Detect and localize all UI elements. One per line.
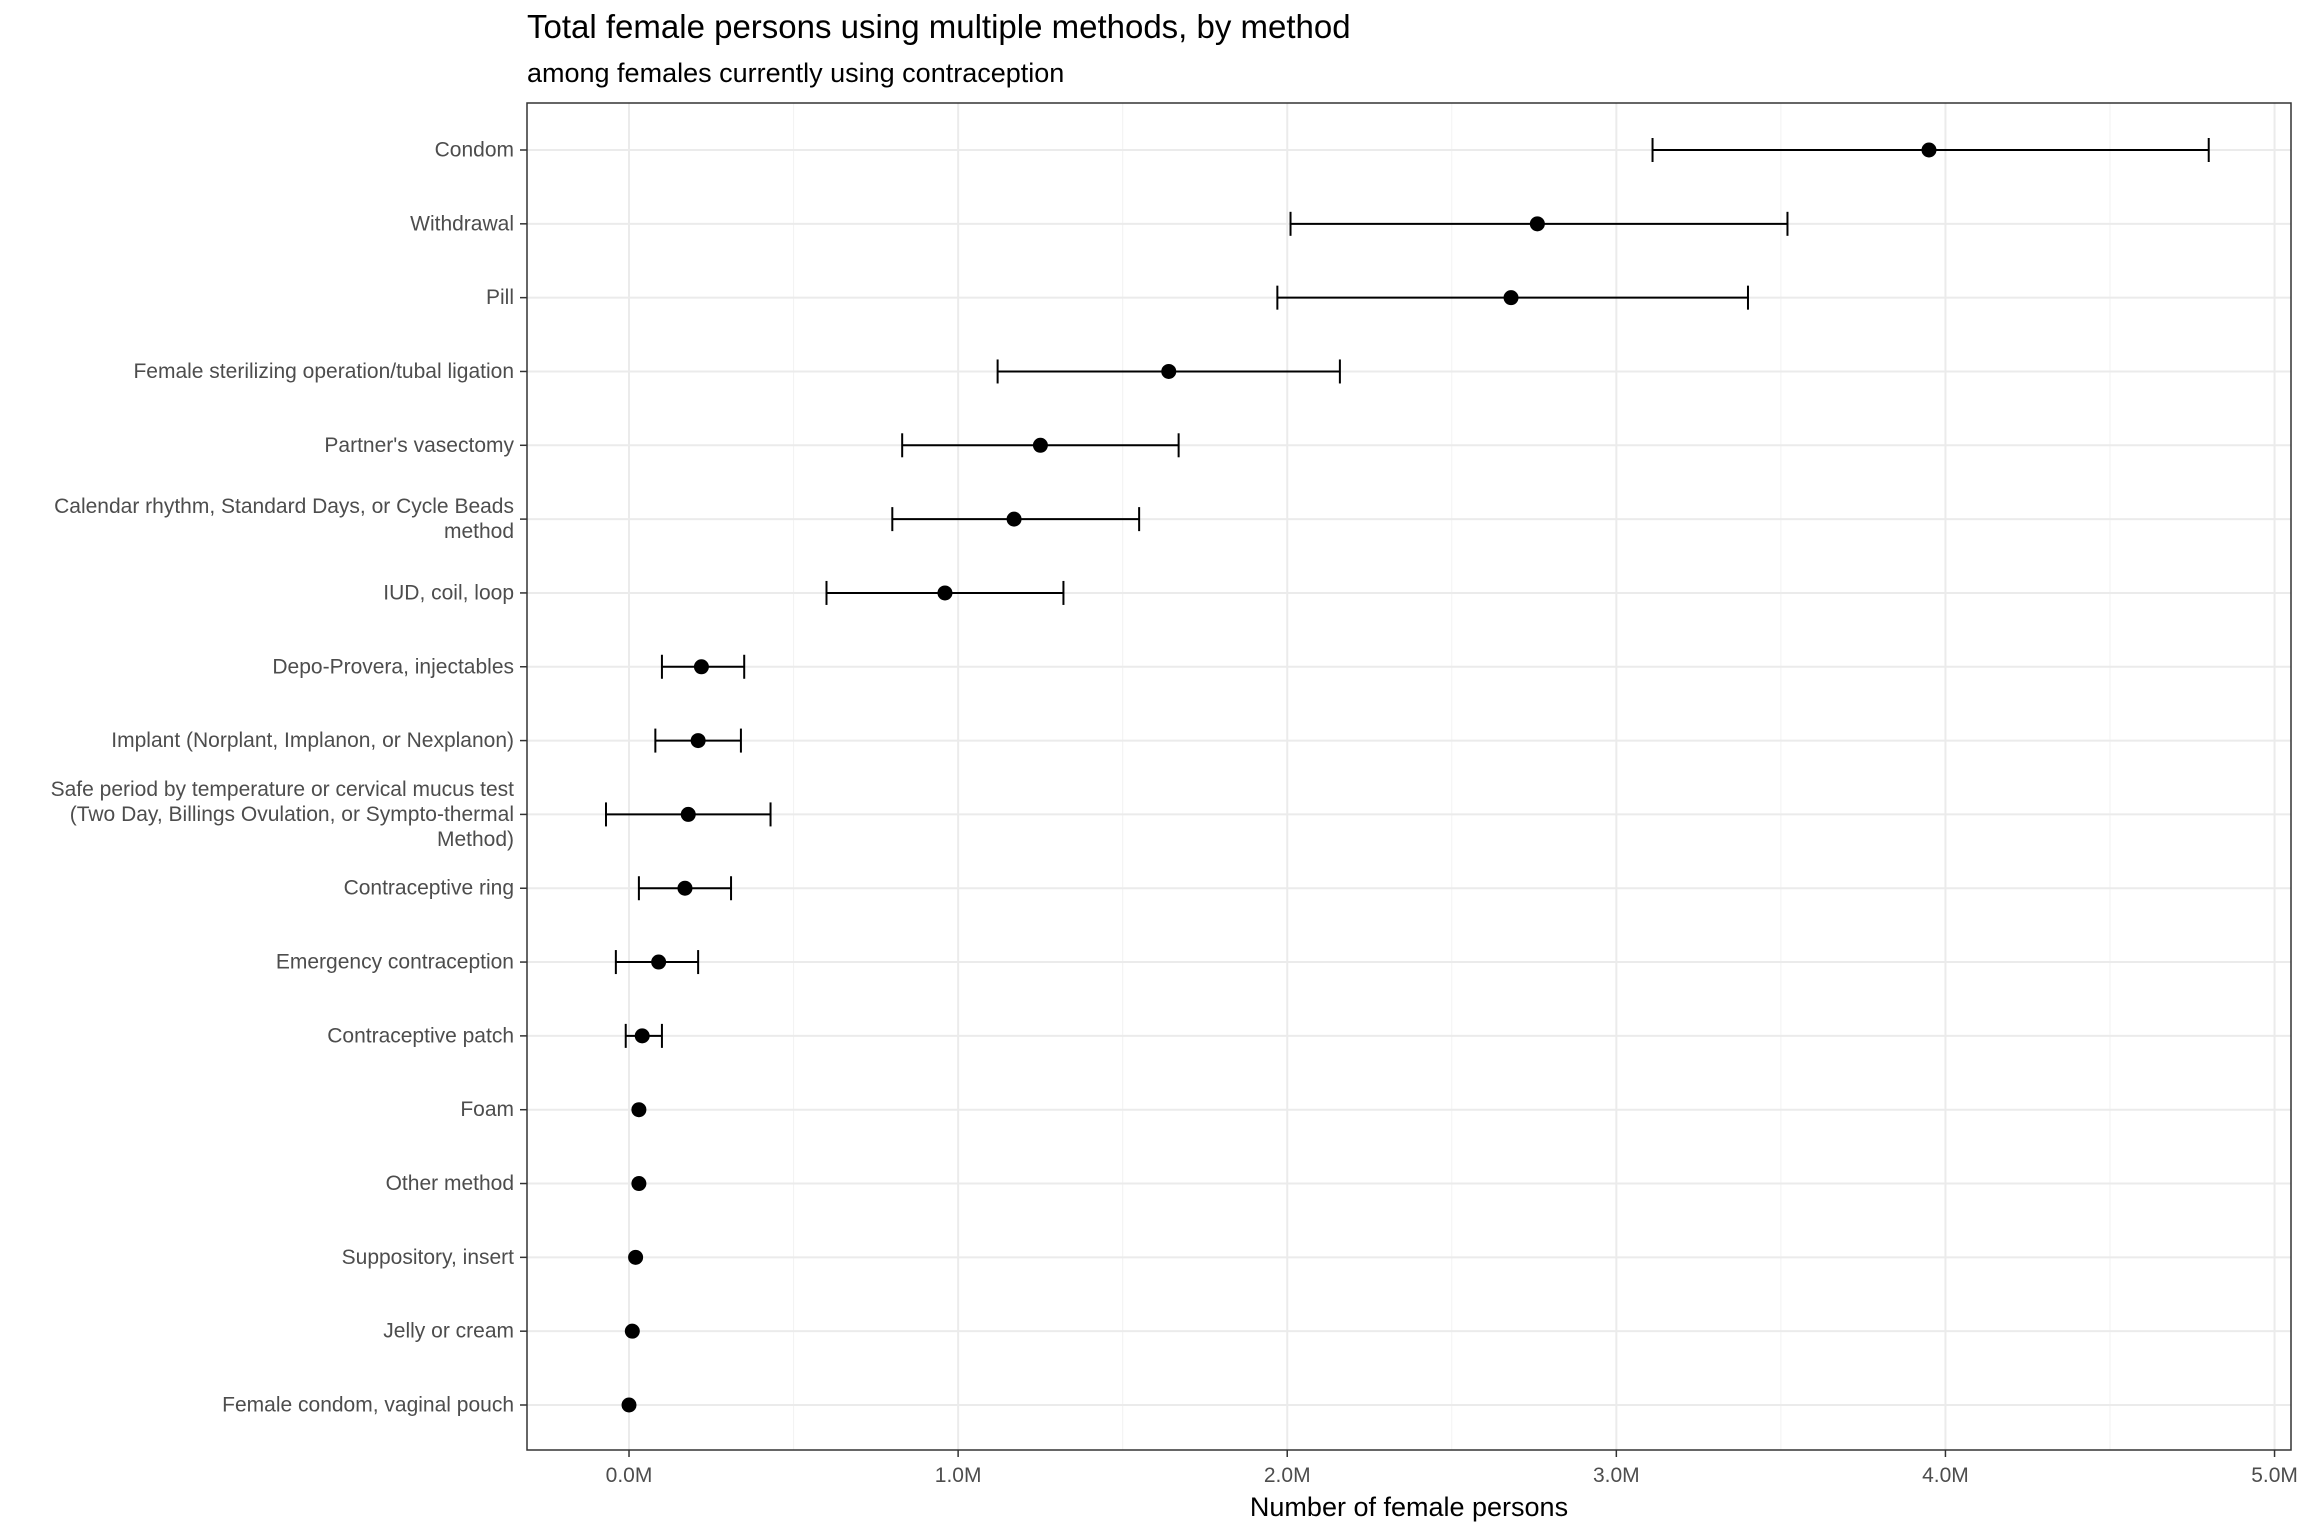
data-point <box>651 954 667 970</box>
y-tick-label: Method) <box>437 828 514 851</box>
y-tick-label: Condom <box>435 139 514 162</box>
x-tick-label: 1.0M <box>935 1464 982 1487</box>
data-point <box>631 1176 647 1192</box>
x-tick-label: 3.0M <box>1593 1464 1640 1487</box>
y-axis-tick-labels: Condom Withdrawal Pill Female sterilizing o… <box>51 139 527 1417</box>
x-tick-label: 4.0M <box>1922 1464 1969 1487</box>
y-tick-label: Depo-Provera, injectables <box>272 655 514 678</box>
y-tick-label: Calendar rhythm, Standard Days, or Cycle… <box>54 495 514 518</box>
data-point <box>693 659 709 675</box>
y-tick-label: Foam <box>460 1098 514 1121</box>
y-tick-label: Withdrawal <box>410 212 514 235</box>
data-point <box>621 1397 637 1413</box>
x-axis-label: Number of female persons <box>1250 1492 1568 1522</box>
x-tick-label: 2.0M <box>1264 1464 1311 1487</box>
data-point <box>631 1102 647 1118</box>
data-point <box>1006 511 1022 527</box>
data-point <box>1921 142 1937 158</box>
y-tick-label: Female sterilizing operation/tubal ligat… <box>133 360 514 383</box>
y-tick-label: (Two Day, Billings Ovulation, or Sympto-… <box>70 803 514 826</box>
y-tick-label: Implant (Norplant, Implanon, or Nexplano… <box>111 729 514 752</box>
y-tick-label: Other method <box>386 1172 514 1195</box>
y-tick-label: IUD, coil, loop <box>383 581 514 604</box>
chart-title: Total female persons using multiple meth… <box>527 8 1351 45</box>
data-point <box>937 585 953 601</box>
data-point <box>680 806 696 822</box>
y-tick-label: Female condom, vaginal pouch <box>222 1394 514 1417</box>
y-tick-label: Suppository, insert <box>342 1246 515 1269</box>
panel-border <box>526 102 2292 1451</box>
x-axis-tick-labels: 0.0M 1.0M 2.0M 3.0M 4.0M 5.0M <box>606 1450 2298 1487</box>
y-tick-label: Partner's vasectomy <box>324 434 514 457</box>
grid-lines <box>527 103 2291 1450</box>
data-point <box>690 733 706 749</box>
data-point <box>634 1028 650 1044</box>
data-point <box>1503 290 1519 306</box>
data-point <box>1161 363 1177 379</box>
y-tick-label: Contraceptive ring <box>344 877 514 900</box>
plot-panel <box>526 102 2292 1451</box>
x-tick-label: 0.0M <box>606 1464 653 1487</box>
data-point <box>677 880 693 896</box>
y-tick-label: Jelly or cream <box>383 1320 514 1343</box>
data-point <box>624 1323 640 1339</box>
x-tick-label: 5.0M <box>2251 1464 2298 1487</box>
y-tick-label: Pill <box>486 286 514 309</box>
data-marks <box>604 138 2210 1413</box>
data-point <box>1032 437 1048 453</box>
chart-subtitle: among females currently using contracept… <box>527 58 1065 88</box>
data-point <box>1529 216 1545 232</box>
y-tick-label: Emergency contraception <box>276 951 514 974</box>
y-tick-label: method <box>444 520 514 543</box>
data-point <box>628 1249 644 1265</box>
y-tick-label: Safe period by temperature or cervical m… <box>51 778 515 801</box>
y-tick-label: Contraceptive patch <box>327 1024 514 1047</box>
